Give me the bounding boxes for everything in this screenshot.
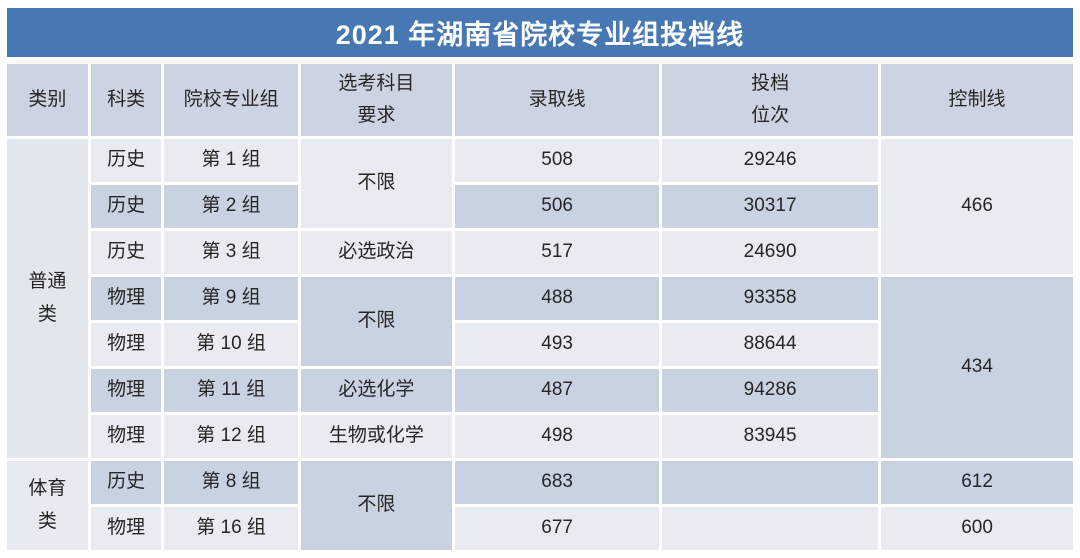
cell-group: 第 9 组: [164, 277, 298, 320]
cell-admission: 493: [455, 323, 660, 366]
header-row: 类别 科类 院校专业组 选考科目 要求 录取线 投档 位次 控制线: [7, 64, 1073, 136]
cell-subject: 历史: [90, 461, 162, 504]
cell-group: 第 8 组: [164, 461, 298, 504]
table-row: 历史 第 2 组 506 30317: [7, 185, 1073, 228]
table-row: 物理 第 11 组 必选化学 487 94286: [7, 369, 1073, 412]
col-header-requirement: 选考科目 要求: [300, 64, 453, 136]
col-header-rank: 投档 位次: [662, 64, 879, 136]
title-bar: 2021 年湖南省院校专业组投档线: [7, 8, 1073, 57]
cell-subject: 历史: [90, 231, 162, 274]
cell-requirement: 必选政治: [300, 231, 453, 274]
cell-group: 第 2 组: [164, 185, 298, 228]
table-row: 体育 类 历史 第 8 组 不限 683 612: [7, 461, 1073, 550]
cell-subject: 物理: [90, 323, 162, 366]
cell-admission: 517: [455, 231, 660, 274]
cell-control-merged: 466: [881, 139, 1073, 274]
col-header-group: 院校专业组: [164, 64, 298, 136]
col-header-subject: 科类: [90, 64, 162, 136]
cell-admission: 677: [455, 507, 660, 550]
cell-category-sports: 体育 类: [7, 461, 88, 550]
cell-subject: 物理: [90, 415, 162, 458]
cell-group: 第 12 组: [164, 415, 298, 458]
cell-group: 第 1 组: [164, 139, 298, 182]
cell-subject: 历史: [90, 139, 162, 182]
cell-admission: 683: [455, 461, 660, 504]
table-row: 物理 第 9 组 不限 488 93358 434: [7, 277, 1073, 458]
cell-subject: 物理: [90, 507, 162, 550]
page-title: 2021 年湖南省院校专业组投档线: [335, 20, 745, 50]
cell-rank: 93358: [662, 277, 879, 320]
cell-rank: 88644: [662, 323, 879, 366]
cell-requirement: 生物或化学: [300, 415, 453, 458]
table-row: 普通 类 历史 第 1 组 不限 508 29246 466: [7, 139, 1073, 458]
table-row: 物理 第 12 组 生物或化学 498 83945: [7, 415, 1073, 458]
cell-admission: 488: [455, 277, 660, 320]
cell-admission: 506: [455, 185, 660, 228]
cell-rank: 24690: [662, 231, 879, 274]
table-row: 历史 第 3 组 必选政治 517 24690: [7, 231, 1073, 274]
col-header-admission: 录取线: [455, 64, 660, 136]
cell-group: 第 16 组: [164, 507, 298, 550]
cell-rank: 30317: [662, 185, 879, 228]
cell-admission: 508: [455, 139, 660, 182]
cell-control: 612: [881, 461, 1073, 504]
admission-table: 类别 科类 院校专业组 选考科目 要求 录取线 投档 位次 控制线 普通 类 历…: [4, 61, 1076, 553]
cell-subject: 物理: [90, 369, 162, 412]
cell-group: 第 11 组: [164, 369, 298, 412]
cell-rank: 94286: [662, 369, 879, 412]
cell-admission: 498: [455, 415, 660, 458]
col-header-category: 类别: [7, 64, 88, 136]
cell-rank: 29246: [662, 139, 879, 182]
cell-rank: [662, 507, 879, 550]
table-row: 物理 第 16 组 677 600: [7, 507, 1073, 550]
cell-requirement-merged: 不限: [300, 277, 453, 366]
cell-control-merged: 434: [881, 277, 1073, 458]
cell-group: 第 10 组: [164, 323, 298, 366]
cell-control: 600: [881, 507, 1073, 550]
cell-category-general: 普通 类: [7, 139, 88, 458]
cell-group: 第 3 组: [164, 231, 298, 274]
cell-subject: 历史: [90, 185, 162, 228]
cell-subject: 物理: [90, 277, 162, 320]
cell-requirement-merged: 不限: [300, 461, 453, 550]
table-row: 物理 第 10 组 493 88644: [7, 323, 1073, 366]
cell-requirement-merged: 不限: [300, 139, 453, 228]
col-header-control: 控制线: [881, 64, 1073, 136]
cell-requirement: 必选化学: [300, 369, 453, 412]
cell-rank: 83945: [662, 415, 879, 458]
cell-rank: [662, 461, 879, 504]
cell-admission: 487: [455, 369, 660, 412]
